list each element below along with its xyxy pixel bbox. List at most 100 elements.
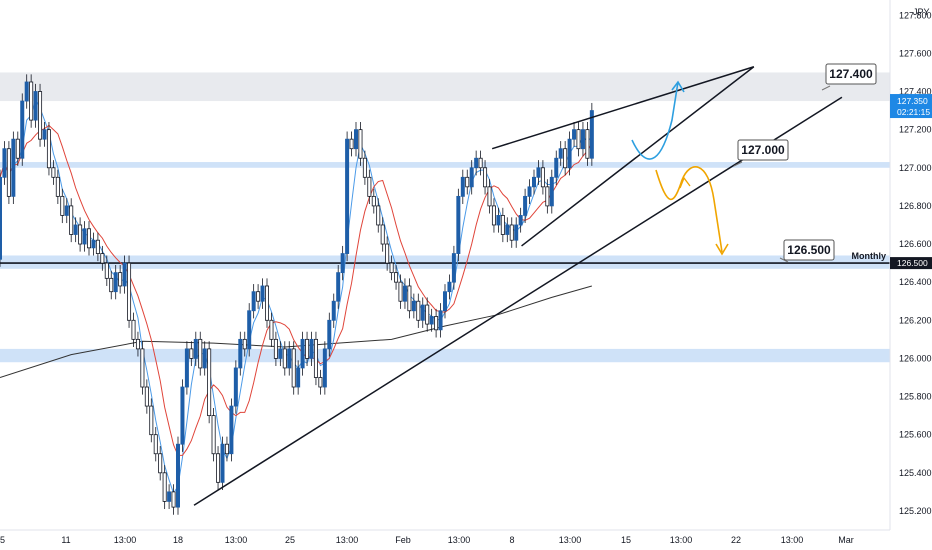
candle <box>15 138 20 159</box>
candle <box>104 262 109 279</box>
candle <box>376 205 381 226</box>
callout-label: 126.500 <box>787 243 831 257</box>
candle <box>585 129 590 159</box>
candle <box>135 338 140 350</box>
price-axis[interactable]: 127.800 127.600 127.400 127.200 127.000 126.8… <box>889 0 932 530</box>
candle <box>158 453 163 474</box>
sma-slow-line <box>0 124 593 456</box>
candle <box>518 215 523 226</box>
time-tick-label: Feb <box>395 535 411 545</box>
candle <box>153 434 158 455</box>
candle <box>95 239 100 254</box>
candle <box>256 291 261 302</box>
candle <box>238 338 243 369</box>
candle <box>273 338 278 359</box>
time-tick-label: 22 <box>731 535 741 545</box>
candle <box>416 300 421 321</box>
candle <box>38 91 43 140</box>
candle <box>251 291 256 312</box>
candle <box>429 316 434 325</box>
candle <box>465 176 470 188</box>
arrowhead-icon <box>715 243 729 256</box>
level-callouts: 127.400 127.000 126.500 <box>733 63 877 263</box>
callout-pointer <box>733 161 743 167</box>
candle <box>358 129 363 159</box>
callout-box <box>825 63 877 85</box>
candle <box>349 138 354 150</box>
moving-averages <box>0 97 593 495</box>
candle <box>394 272 399 283</box>
candle <box>175 443 180 508</box>
candle <box>536 167 541 178</box>
candle <box>327 319 332 350</box>
candle <box>318 377 323 388</box>
candle <box>171 491 176 508</box>
candle <box>474 157 479 169</box>
candle <box>229 405 234 455</box>
candle <box>78 224 83 245</box>
candle <box>563 148 568 169</box>
candle <box>140 348 145 388</box>
candle <box>447 281 452 293</box>
price-tick-label: 125.400 <box>899 468 932 478</box>
candle <box>202 348 207 369</box>
candle <box>198 338 203 369</box>
monthly-price-badge <box>890 257 932 270</box>
candle <box>260 285 265 302</box>
candle <box>313 338 318 378</box>
candle <box>127 262 132 321</box>
time-tick-label: 15 <box>621 535 631 545</box>
candle <box>300 338 305 369</box>
trendline <box>193 96 843 506</box>
time-tick-label: 13:00 <box>670 535 693 545</box>
candle <box>580 129 585 150</box>
candle <box>189 348 194 359</box>
candle <box>193 338 198 359</box>
trendline <box>521 66 755 247</box>
callout-box <box>737 139 789 161</box>
candle <box>407 285 412 312</box>
candle <box>60 195 65 216</box>
candle <box>345 138 350 254</box>
candle <box>42 129 47 140</box>
candle <box>29 81 34 121</box>
price-tick-label: 127.600 <box>899 48 932 58</box>
candle <box>567 138 572 169</box>
callout-label: 127.000 <box>741 143 785 157</box>
candle <box>305 338 310 359</box>
candle <box>402 285 407 302</box>
callout-box <box>783 239 835 261</box>
price-tick-label: 126.200 <box>899 315 932 325</box>
candle <box>438 310 443 331</box>
candle <box>20 100 25 159</box>
candle <box>87 228 92 249</box>
candle <box>496 215 501 226</box>
candle <box>24 81 29 102</box>
candle <box>456 195 461 254</box>
time-tick-label: 25 <box>285 535 295 545</box>
candle <box>371 195 376 207</box>
bearish-projection-arrow <box>655 166 723 253</box>
price-zones: Monthly <box>0 72 890 363</box>
candle <box>82 228 87 245</box>
candle <box>505 224 510 235</box>
time-tick-label: 13:00 <box>225 535 248 545</box>
candle <box>131 319 136 340</box>
candle <box>478 157 483 169</box>
candle <box>296 367 301 388</box>
candle <box>33 91 38 121</box>
monthly-label: Monthly <box>852 251 887 261</box>
candle <box>425 304 430 325</box>
candle <box>576 129 581 150</box>
current-price-label: 127.350 <box>897 96 928 106</box>
countdown-label: 02:21:15 <box>897 107 930 117</box>
price-tick-label: 127.000 <box>899 163 932 173</box>
price-tick-label: 126.800 <box>899 201 932 211</box>
candle <box>460 176 465 197</box>
price-tick-label: 125.800 <box>899 392 932 402</box>
candle <box>367 176 372 197</box>
time-axis[interactable]: 5 11 13:00 18 13:00 25 13:00 Feb 13:00 8 13:00 15 13… <box>0 529 890 545</box>
candle <box>224 443 229 455</box>
candle <box>55 176 60 197</box>
